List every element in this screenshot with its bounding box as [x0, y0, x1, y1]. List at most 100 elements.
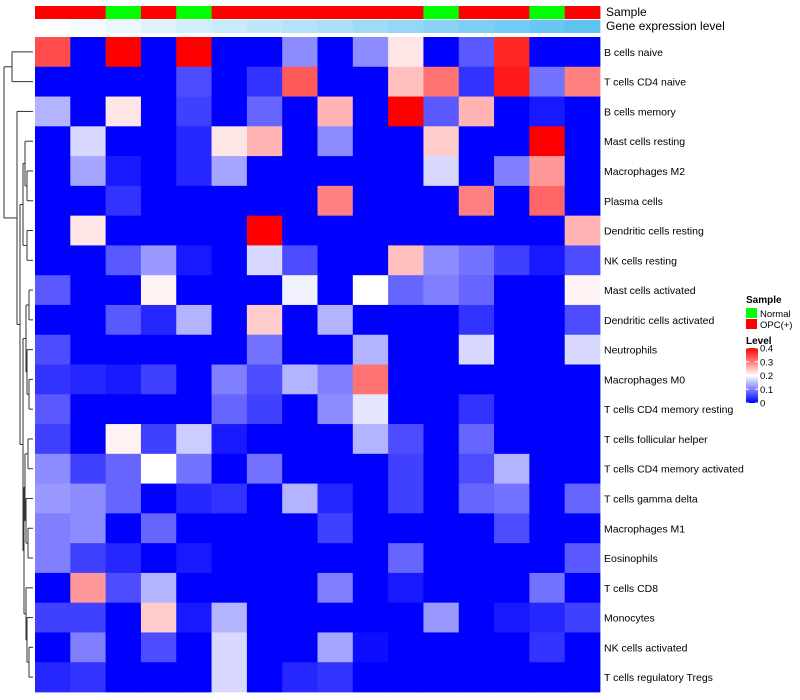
heatmap-cell [529, 364, 566, 395]
gene-expression-annotation-cell [317, 20, 354, 33]
heatmap-cell [564, 543, 601, 574]
gene-expression-annotation-cell [211, 20, 248, 33]
heatmap-cell [105, 334, 142, 365]
heatmap-cell [282, 185, 318, 217]
heatmap-cell [423, 483, 460, 514]
heatmap-cell [564, 185, 601, 217]
gene-expression-annotation-cell [246, 20, 283, 33]
heatmap-cell [176, 126, 212, 157]
heatmap-cell [105, 513, 142, 544]
heatmap-cell [423, 215, 460, 246]
heatmap-cell [423, 185, 460, 217]
sample-annotation-cell [211, 6, 248, 19]
heatmap-cell [105, 96, 142, 127]
heatmap-cell [70, 453, 107, 484]
heatmap-cell [388, 513, 424, 544]
heatmap-cell [176, 245, 212, 276]
heatmap-cell [388, 66, 424, 97]
heatmap-cell [176, 37, 212, 68]
heatmap-cell [246, 275, 283, 306]
legend-level-tick-label: 0.4 [760, 344, 773, 355]
heatmap-cell [35, 126, 71, 157]
heatmap-cell [211, 602, 248, 633]
row-label: Eosinophils [604, 553, 658, 565]
heatmap-cell [176, 304, 212, 336]
heatmap-cell [70, 424, 107, 455]
heatmap-cell [35, 66, 71, 97]
heatmap-cell [246, 483, 283, 514]
heatmap-cell [458, 662, 495, 693]
heatmap-cell [282, 394, 318, 425]
heatmap-cell [388, 483, 424, 514]
sample-annotation-cell [388, 6, 424, 19]
legend: Sample Normal OPC(+) Level 0.4 0.3 0.2 0.1 0 [746, 295, 792, 410]
heatmap-cell [246, 572, 283, 604]
gene-expression-annotation-cell [423, 20, 460, 33]
heatmap-cell [211, 96, 248, 127]
heatmap-cell [211, 662, 248, 693]
heatmap-cell [494, 364, 530, 395]
heatmap-cell [211, 275, 248, 306]
row-label: T cells follicular helper [604, 434, 708, 446]
heatmap-cell [529, 483, 566, 514]
heatmap-cell [35, 572, 71, 604]
heatmap-cell [35, 156, 71, 187]
heatmap-cell [211, 364, 248, 395]
heatmap-cell [317, 304, 354, 336]
sample-annotation-cell [105, 6, 142, 19]
heatmap-cell [317, 245, 354, 276]
heatmap-cell [35, 96, 71, 127]
heatmap-cell [140, 572, 177, 604]
heatmap-cell [317, 662, 354, 693]
gene-expression-annotation-cell [176, 20, 212, 33]
heatmap-cell [494, 245, 530, 276]
heatmap-cell [282, 424, 318, 455]
heatmap-cell [352, 156, 389, 187]
heatmap-cell [458, 275, 495, 306]
row-label: Macrophages M0 [604, 374, 685, 386]
heatmap-cell [35, 304, 71, 336]
heatmap-cell [564, 632, 601, 663]
heatmap-cell [140, 453, 177, 484]
heatmap-cell [140, 156, 177, 187]
row-label: NK cells resting [604, 255, 677, 267]
heatmap-cell [70, 632, 107, 663]
heatmap-cell [70, 304, 107, 336]
heatmap-cell [317, 334, 354, 365]
heatmap-cell [494, 66, 530, 97]
heatmap-cell [211, 304, 248, 336]
heatmap-cell [282, 662, 318, 693]
heatmap-cell [317, 37, 354, 68]
heatmap-cell [352, 602, 389, 633]
heatmap-cell [140, 215, 177, 246]
heatmap-cell [211, 572, 248, 604]
heatmap-cell [282, 572, 318, 604]
heatmap-cell [35, 513, 71, 544]
gene-expression-annotation-label: Gene expression level [606, 19, 725, 33]
heatmap-cell [35, 185, 71, 217]
heatmap-cell [35, 424, 71, 455]
heatmap-cell [317, 632, 354, 663]
heatmap-cell [423, 96, 460, 127]
legend-level-ticks: 0.4 0.3 0.2 0.1 0 [746, 344, 773, 410]
heatmap-cell [564, 37, 601, 68]
heatmap-cell [317, 513, 354, 544]
heatmap-cell [423, 572, 460, 604]
heatmap-cell [211, 37, 248, 68]
heatmap-cell [140, 483, 177, 514]
heatmap-cell [105, 156, 142, 187]
row-label: Plasma cells [604, 196, 663, 208]
heatmap-cell [317, 424, 354, 455]
heatmap-cell [282, 275, 318, 306]
heatmap-cell [140, 424, 177, 455]
row-label: B cells naive [604, 47, 663, 59]
heatmap-cell [35, 364, 71, 395]
heatmap-cell [458, 483, 495, 514]
sample-annotation-cell [176, 6, 212, 19]
heatmap-cell [529, 632, 566, 663]
heatmap-cell [140, 513, 177, 544]
heatmap-cell [246, 156, 283, 187]
heatmap-cell [35, 543, 71, 574]
heatmap-cell [564, 304, 601, 336]
heatmap-cell [423, 334, 460, 365]
